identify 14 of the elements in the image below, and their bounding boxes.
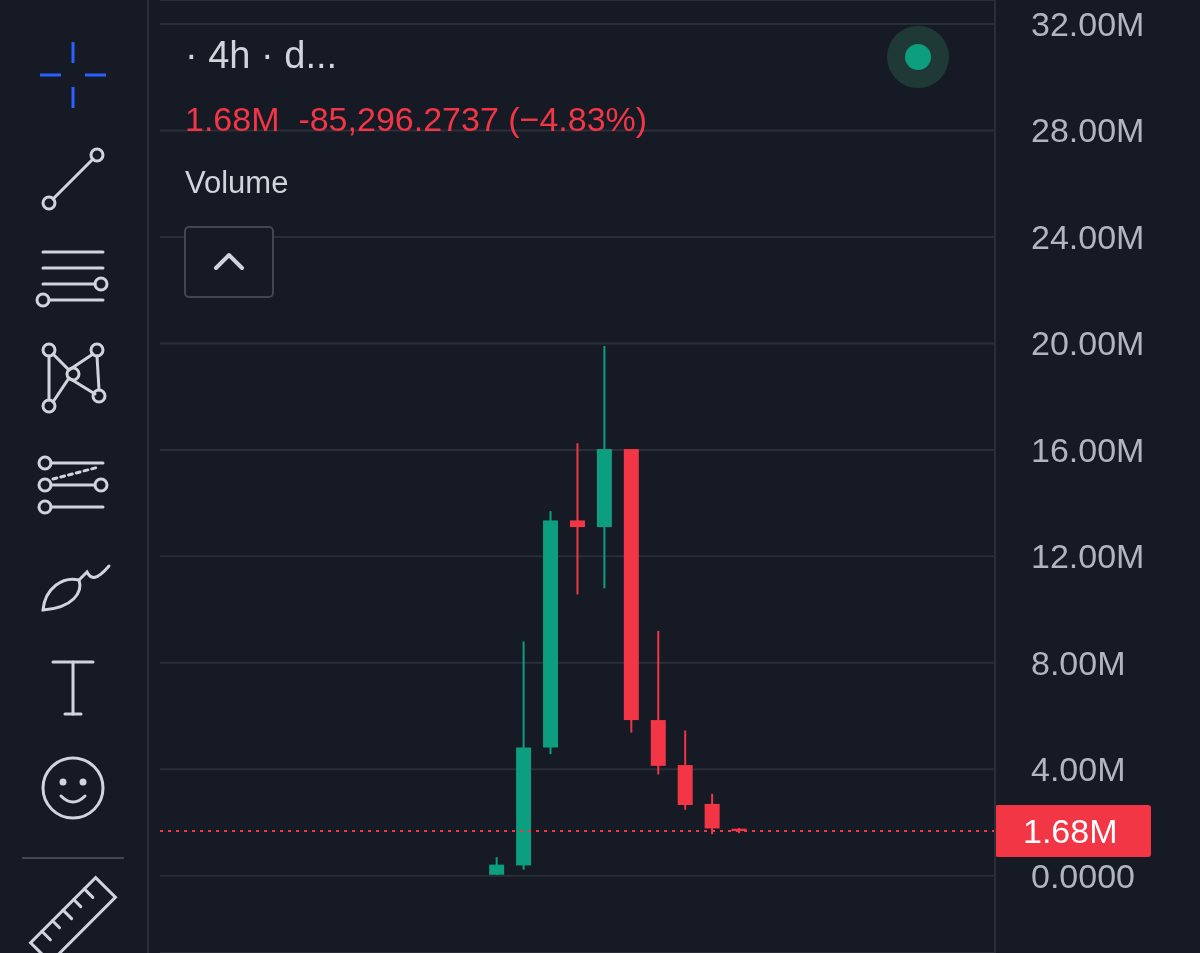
y-tick-label: 32.00M <box>1031 4 1145 43</box>
y-tick-label: 28.00M <box>1031 111 1145 150</box>
y-tick-label: 24.00M <box>1031 217 1145 256</box>
annotation: Volume <box>185 165 289 201</box>
y-tick-label: 8.00M <box>1031 643 1126 682</box>
y-tick-label: 4.00M <box>1031 750 1126 789</box>
candlestick <box>569 443 585 595</box>
text: 1.68M -85,296.2737 (−4.83%) <box>185 100 648 139</box>
ref-line-label: 1.68M <box>1023 812 1118 851</box>
y-tick-label: 12.00M <box>1031 537 1145 576</box>
y-tick-label: 0.0000 <box>1031 856 1135 895</box>
y-tick-label: 20.00M <box>1031 324 1145 363</box>
y-tick-label: 16.00M <box>1031 430 1145 469</box>
text: · 4h · d... <box>185 34 338 77</box>
